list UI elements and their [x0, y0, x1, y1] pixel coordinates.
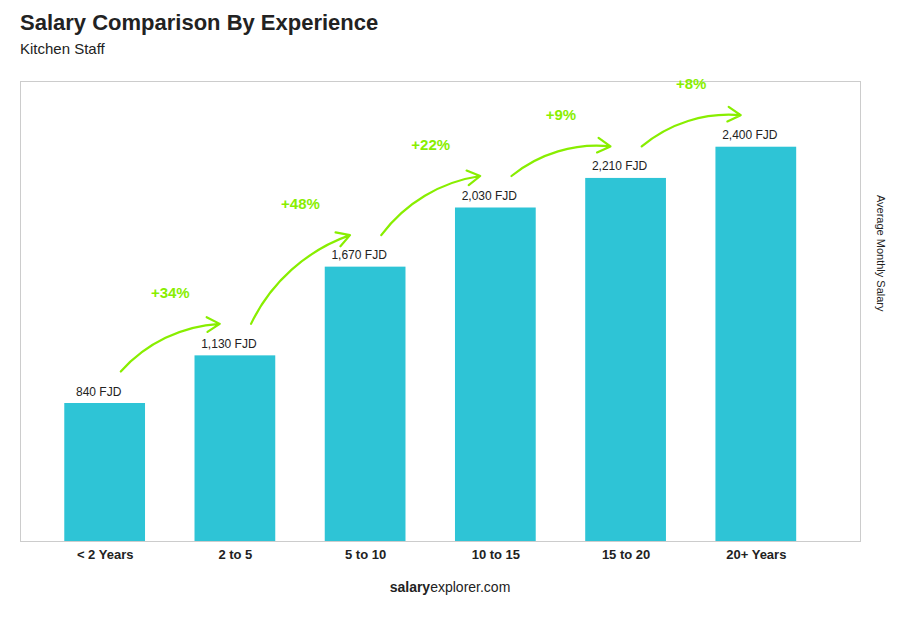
- svg-text:+22%: +22%: [411, 136, 450, 153]
- svg-text:+8%: +8%: [676, 75, 706, 92]
- svg-text:+48%: +48%: [281, 195, 320, 212]
- svg-text:2,210 FJD: 2,210 FJD: [592, 159, 648, 173]
- svg-text:2,030 FJD: 2,030 FJD: [462, 189, 518, 203]
- svg-text:+9%: +9%: [546, 106, 576, 123]
- svg-text:840 FJD: 840 FJD: [76, 385, 122, 399]
- svg-text:5 to 10: 5 to 10: [345, 547, 386, 562]
- html-text:Kitchen Staff: Kitchen Staff: [20, 40, 105, 57]
- svg-text:2 to 5: 2 to 5: [218, 547, 252, 562]
- svg-text:Average Monthly Salary: Average Monthly Salary: [875, 195, 887, 312]
- svg-text:10 to 15: 10 to 15: [472, 547, 520, 562]
- svg-text:15 to 20: 15 to 20: [602, 547, 650, 562]
- svg-text:2,400 FJD: 2,400 FJD: [722, 128, 778, 142]
- svg-text:1,670 FJD: 1,670 FJD: [331, 248, 387, 262]
- svg-text:+34%: +34%: [151, 284, 190, 301]
- svg-text:1,130 FJD: 1,130 FJD: [201, 337, 257, 351]
- html-text:salary explorer.com: salary explorer.com: [389, 579, 511, 595]
- svg-text:20+ Years: 20+ Years: [726, 547, 786, 562]
- html-text:Salary Comparison By Experienc: Salary Comparison By Experience: [20, 10, 379, 35]
- svg-text:< 2 Years: < 2 Years: [77, 547, 134, 562]
